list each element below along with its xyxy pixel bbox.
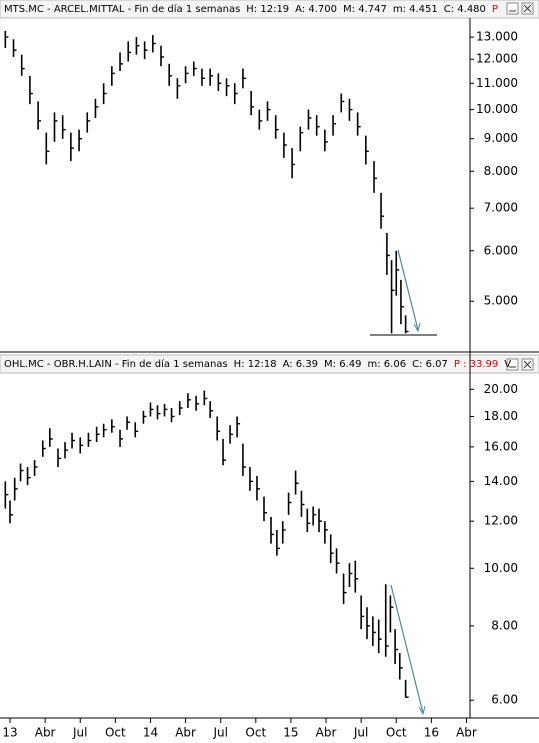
icon bbox=[523, 4, 532, 13]
x-tick-label: 14 bbox=[143, 726, 158, 740]
arrow-head bbox=[418, 705, 426, 716]
y-tick-label: 8.000 bbox=[484, 164, 518, 178]
y-tick-label: 10.000 bbox=[476, 102, 518, 116]
y-tick-label: 11.000 bbox=[476, 76, 518, 90]
panel-header: OHL.MC - OBR.H.LAIN - Fin de día 1 seman… bbox=[4, 358, 511, 370]
x-tick-label: Abr bbox=[35, 726, 56, 740]
quote-stat: m: 4.451 bbox=[393, 4, 438, 15]
quote-stat: C: 4.480 bbox=[444, 4, 486, 15]
x-tick-label: Jul bbox=[353, 726, 368, 740]
y-tick-label: 12.00 bbox=[484, 514, 518, 528]
quote-extra: V bbox=[504, 359, 511, 370]
y-tick-label: 10.00 bbox=[484, 561, 518, 575]
x-tick-label: Oct bbox=[245, 726, 266, 740]
x-tick-label: 15 bbox=[283, 726, 298, 740]
quote-stat: m: 6.06 bbox=[368, 359, 407, 370]
minimize-button[interactable] bbox=[506, 358, 519, 371]
y-tick-label: 6.000 bbox=[484, 243, 518, 257]
trend-arrow bbox=[390, 584, 424, 714]
quote-flag: P bbox=[492, 4, 498, 15]
x-tick-label: Abr bbox=[175, 726, 196, 740]
y-tick-label: 12.000 bbox=[476, 52, 518, 66]
quote-stat: M: 4.747 bbox=[343, 4, 387, 15]
arrow-head bbox=[413, 322, 421, 333]
y-tick-label: 16.00 bbox=[484, 439, 518, 453]
quote-stat: H: 12:18 bbox=[234, 359, 277, 370]
y-tick-label: 20.00 bbox=[484, 382, 518, 396]
minimize-button[interactable] bbox=[506, 2, 519, 15]
quote-stat: A: 6.39 bbox=[283, 359, 318, 370]
x-tick-label: 16 bbox=[424, 726, 439, 740]
y-tick-label: 5.000 bbox=[484, 294, 518, 308]
panel-header: MTS.MC - ARCEL.MITTAL - Fin de día 1 sem… bbox=[4, 3, 498, 15]
header-bar bbox=[0, 0, 539, 19]
y-tick-label: 6.00 bbox=[491, 693, 518, 707]
quote-stat: H: 12:19 bbox=[246, 4, 289, 15]
y-tick-label: 14.00 bbox=[484, 474, 518, 488]
symbol-title: OHL.MC - OBR.H.LAIN - Fin de día 1 seman… bbox=[4, 358, 228, 370]
x-tick-label: Abr bbox=[316, 726, 337, 740]
y-tick-label: 9.000 bbox=[484, 131, 518, 145]
symbol-title: MTS.MC - ARCEL.MITTAL - Fin de día 1 sem… bbox=[4, 3, 240, 15]
y-tick-label: 7.000 bbox=[484, 201, 518, 215]
quote-stat: M: 6.49 bbox=[324, 359, 361, 370]
icon bbox=[523, 360, 532, 369]
x-tick-label: Oct bbox=[105, 726, 126, 740]
x-tick-label: Jul bbox=[212, 726, 227, 740]
y-tick-label: 13.000 bbox=[476, 30, 518, 44]
x-tick-label: Abr bbox=[456, 726, 477, 740]
y-tick-label: 18.00 bbox=[484, 409, 518, 423]
window-buttons[interactable] bbox=[506, 2, 534, 371]
x-tick-label: 13 bbox=[2, 726, 17, 740]
trend-arrow bbox=[397, 249, 419, 331]
y-tick-label: 8.00 bbox=[491, 618, 518, 632]
quote-stat: A: 4.700 bbox=[295, 4, 337, 15]
quote-flag: P : 33.99 bbox=[454, 359, 498, 370]
quote-stat: C: 6.07 bbox=[412, 359, 448, 370]
x-tick-label: Jul bbox=[72, 726, 87, 740]
header-bar bbox=[0, 354, 539, 374]
x-tick-label: Oct bbox=[386, 726, 407, 740]
